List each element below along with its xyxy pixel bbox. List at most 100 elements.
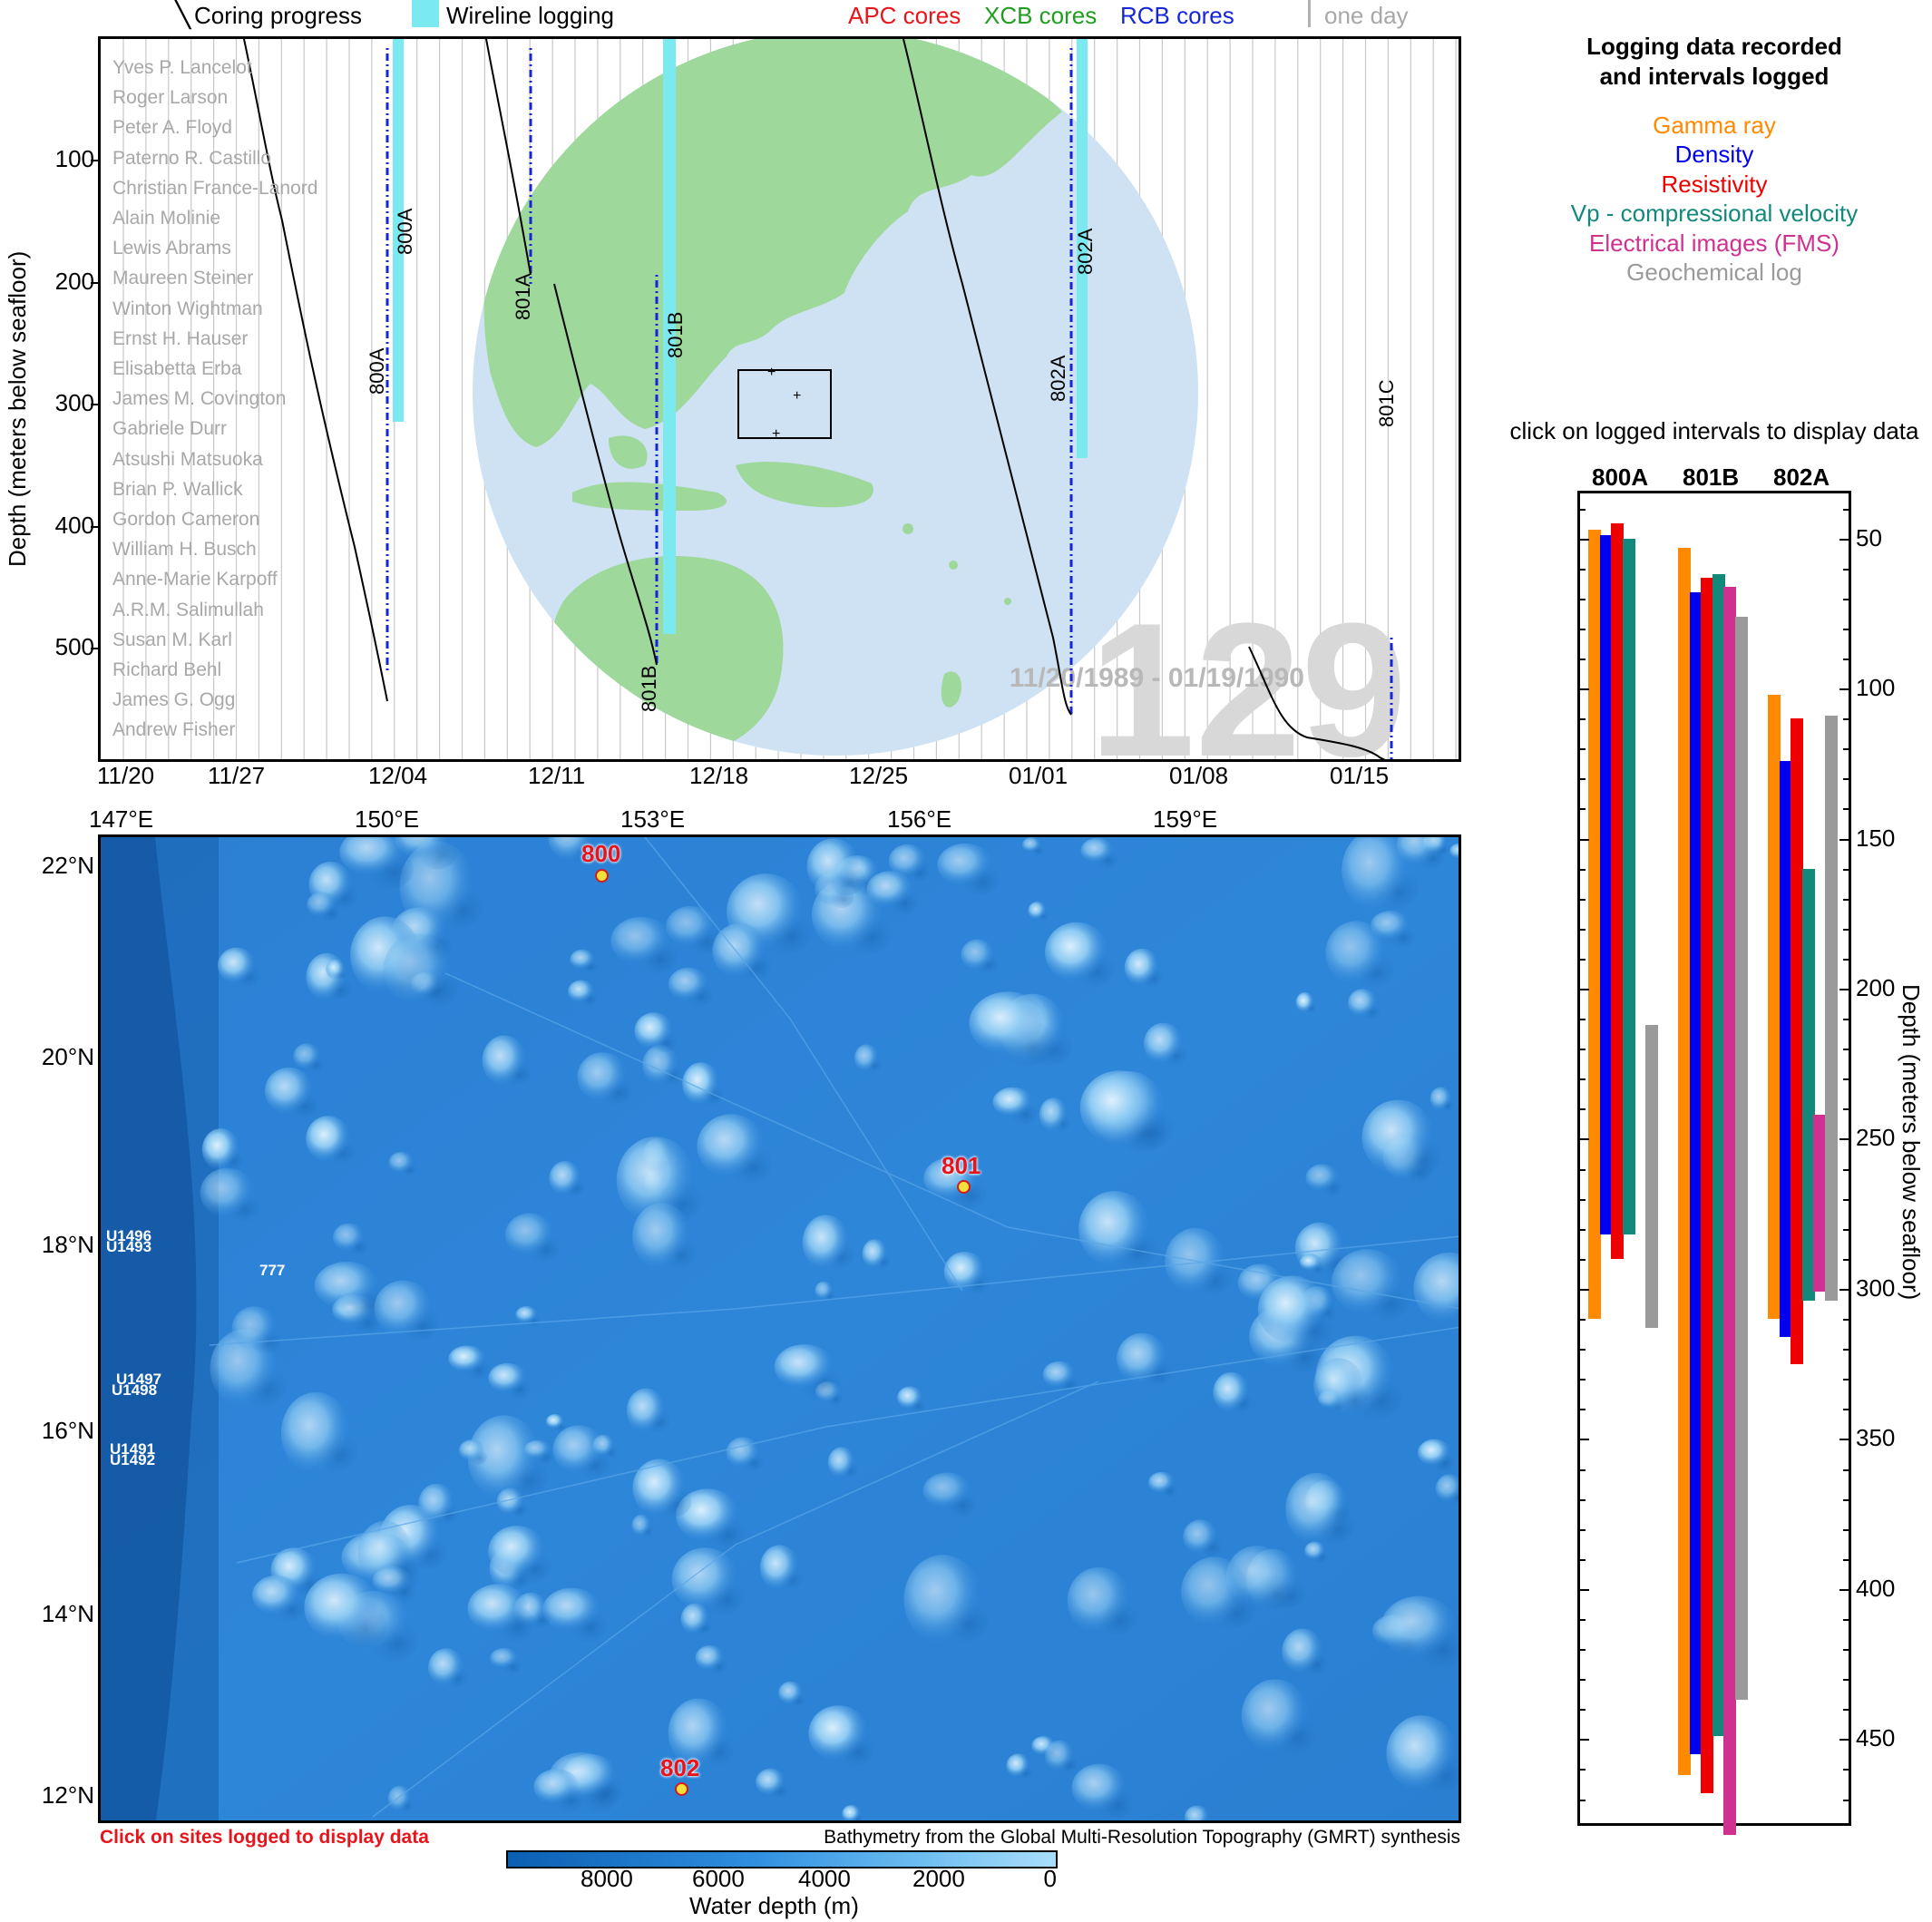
logged-interval-801B[interactable] [1734,616,1748,1701]
logged-interval-802A[interactable] [1779,760,1792,1337]
scientist-name: Richard Behl [112,659,222,681]
timeline-y-tick-mark [91,160,98,161]
site-802-label[interactable]: 802 [660,1754,700,1781]
site-800-label[interactable]: 800 [581,840,621,867]
scientist-name: Atsushi Matsuoka [112,448,263,470]
map-lon-tick: 153°E [620,805,686,833]
scientist-name: Lewis Abrams [112,238,231,259]
site-U1491-label[interactable]: U1491 [110,1440,156,1458]
timeline-x-tick: 12/25 [849,762,909,789]
logged-interval-800A[interactable] [1599,535,1613,1235]
site-U1496-label[interactable]: U1496 [106,1227,152,1244]
log-depth-tick-mark-left [1580,598,1586,600]
logged-interval-802A[interactable] [1801,868,1815,1302]
seamounts [200,837,1459,1820]
log-depth-tick: 350 [1856,1424,1896,1452]
bathymetry-graphic [101,837,1459,1820]
log-depth-tick-mark [1843,868,1849,871]
logged-intervals-hint: click on logged intervals to display dat… [1509,417,1919,444]
site-U1492-label[interactable]: U1492 [110,1451,156,1468]
logged-interval-802A[interactable] [1824,715,1838,1302]
log-depth-tick-mark-left [1580,508,1586,511]
site-U1498-label[interactable]: U1498 [112,1381,158,1399]
one-day-swatch-icon [1308,0,1311,27]
legend-apc: APC cores [848,2,961,29]
log-type-legend-item: Vp - compressional velocity [1570,200,1859,228]
log-depth-tick-mark-left [1580,1769,1586,1771]
log-depth-tick-mark [1843,659,1849,660]
logged-interval-800A[interactable] [1622,538,1635,1235]
log-depth-tick-mark-left [1580,538,1589,541]
logged-interval-801B[interactable] [1689,592,1703,1754]
log-depth-tick-mark-left [1580,838,1589,841]
log-depth-tick-mark-left [1580,1319,1586,1322]
scientist-name: Gabriele Durr [112,418,228,440]
logged-interval-801B[interactable] [1723,586,1736,1836]
svg-text:+: + [772,426,780,442]
scientist-name: Yves P. Lancelot [112,57,252,78]
logged-interval-800A[interactable] [1644,1024,1658,1328]
log-depth-tick-mark-left [1580,1409,1586,1411]
site-802-marker[interactable] [675,1782,688,1796]
bathymetry-map[interactable]: 800 801 802 U1496 U1493 777 U1497 U1498 … [98,834,1461,1823]
log-type-legend-item: Density [1674,141,1754,169]
log-depth-tick-mark [1839,1288,1849,1291]
log-depth-tick-mark-left [1580,808,1586,811]
logged-interval-801B[interactable] [1701,577,1713,1793]
log-depth-tick-mark-left [1580,778,1586,781]
hole-label-801C: 801C [1375,379,1398,427]
log-depth-tick-mark-left [1580,1709,1586,1712]
log-y-axis-label: Depth (meters below seafloor) [1898,984,1925,1301]
site-U1497-label[interactable]: U1497 [116,1371,162,1388]
svg-text:+: + [767,365,776,380]
colorbar-tick: 4000 [798,1865,851,1892]
logged-interval-802A[interactable] [1791,718,1803,1364]
timeline-legend: ╲ Coring progress Wireline logging APC c… [0,0,1451,33]
scientist-name: A.R.M. Salimullah [112,599,264,620]
map-lon-tick: 159°E [1153,805,1218,833]
log-depth-tick-mark [1839,1439,1849,1441]
site-800-marker[interactable] [595,869,609,883]
timeline-x-tick: 01/08 [1169,762,1229,789]
logged-interval-801B[interactable] [1712,574,1725,1737]
log-depth-tick-mark [1843,1379,1849,1381]
right-title-line2: and intervals logged [1599,63,1830,90]
log-depth-tick: 250 [1856,1124,1896,1152]
map-lat-tick: 20°N [41,1043,94,1070]
site-801-label[interactable]: 801 [942,1152,981,1179]
svg-text:+: + [793,388,801,404]
logged-interval-802A[interactable] [1768,694,1781,1320]
map-click-hint: Click on sites logged to display data [100,1827,429,1848]
log-depth-tick-mark-left [1580,1468,1586,1471]
coring-progress-lines [243,39,1386,759]
log-depth-tick-mark [1843,568,1849,571]
scientist-name: Brian P. Wallick [112,478,243,500]
logged-interval-800A[interactable] [1588,529,1601,1320]
scientist-name: Ernst H. Hauser [112,327,249,349]
timeline-y-tick: 300 [54,389,94,416]
site-801-marker[interactable] [957,1180,971,1194]
wireline-bar-802A[interactable] [1077,39,1088,458]
wireline-bar-800A[interactable] [393,39,404,422]
log-depth-tick-mark-left [1580,1019,1586,1021]
logged-interval-801B[interactable] [1678,547,1691,1776]
site-777-label[interactable]: 777 [259,1262,286,1279]
legend-coring: Coring progress [194,2,362,29]
log-depth-tick-mark [1843,1799,1849,1801]
log-depth-tick-mark-left [1580,928,1586,931]
timeline-x-tick: 01/15 [1330,762,1390,789]
map-lat-tick: 22°N [41,852,94,879]
timeline-y-tick-mark [91,404,98,405]
log-depth-tick-mark [1843,1618,1849,1621]
log-depth-tick-mark-left [1580,1258,1586,1261]
log-depth-tick-mark [1839,1739,1849,1742]
log-depth-tick: 150 [1856,824,1896,852]
log-depth-tick-mark [1843,628,1849,630]
logged-interval-802A[interactable] [1813,1115,1826,1293]
timeline-y-tick: 400 [54,511,94,539]
wireline-swatch-icon [412,0,439,27]
log-depth-tick-mark-left [1580,1588,1589,1591]
logged-interval-800A[interactable] [1611,523,1624,1259]
site-U1493-label[interactable]: U1493 [106,1238,152,1255]
wireline-bar-801B[interactable] [663,39,676,634]
